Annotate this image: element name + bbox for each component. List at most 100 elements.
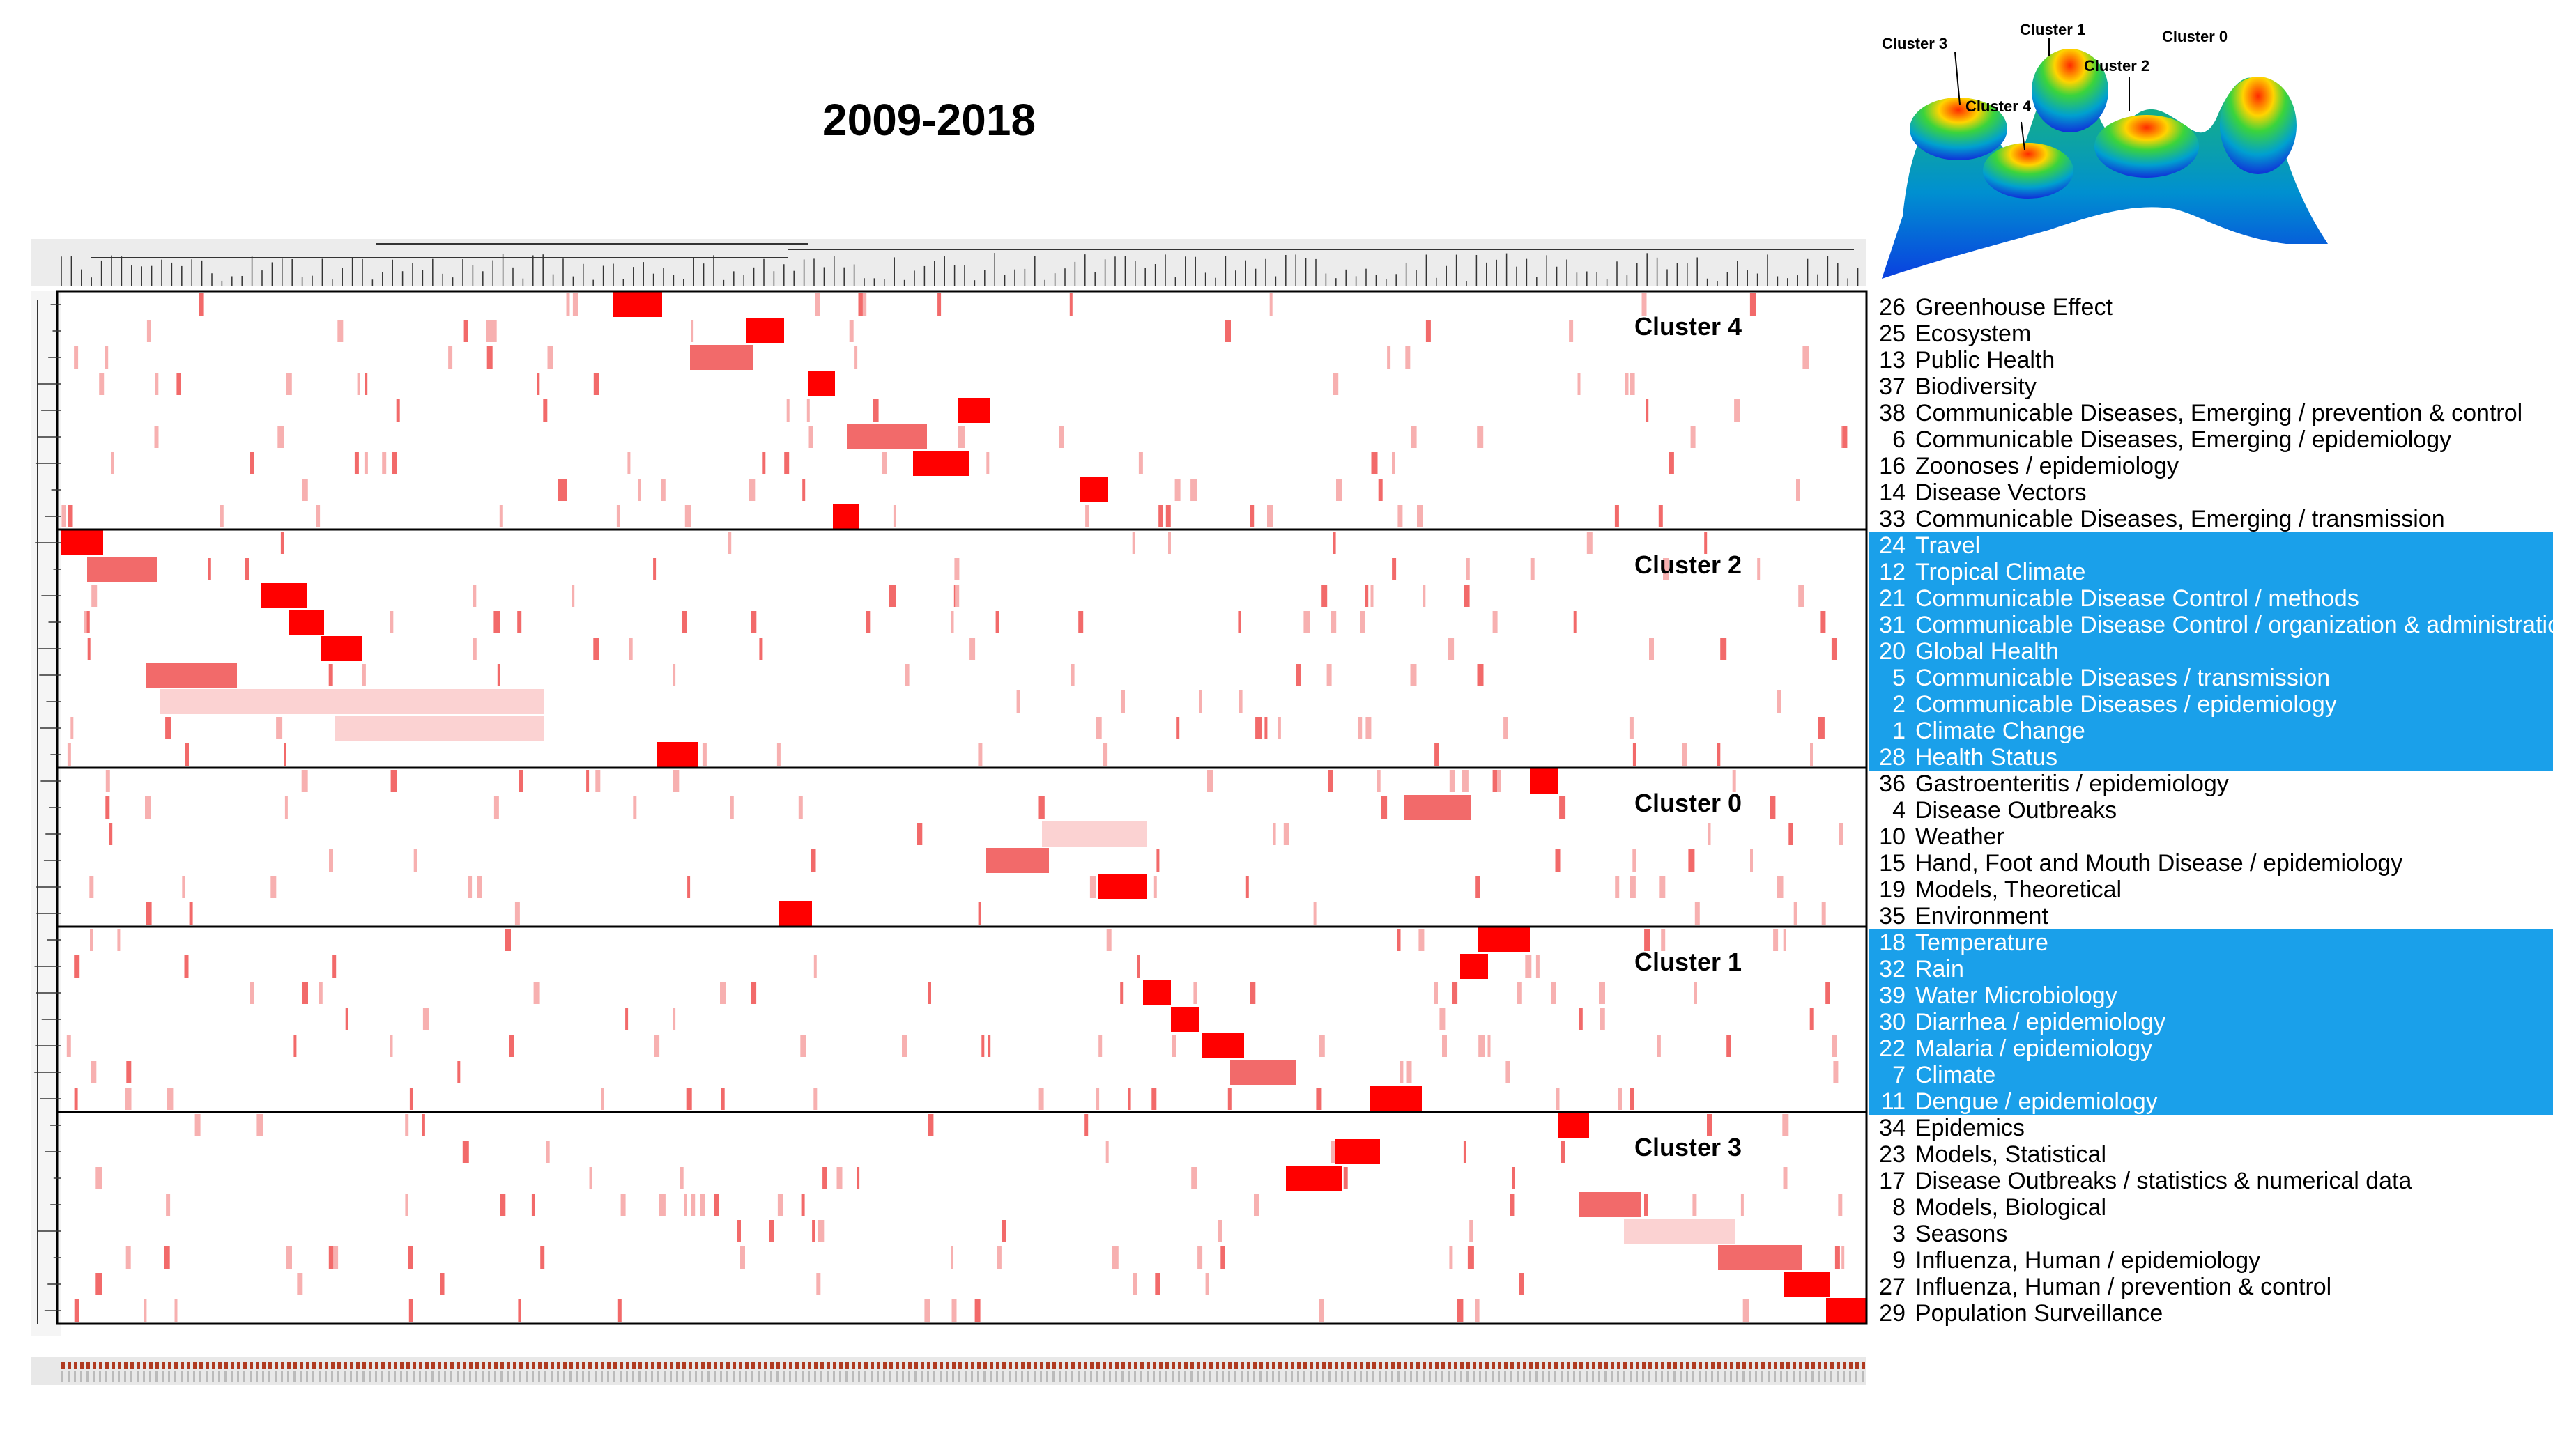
ruler-tick <box>1567 1362 1570 1369</box>
ruler-tick <box>381 1362 385 1369</box>
heat-block <box>1286 1166 1342 1191</box>
ruler-tick <box>350 1362 353 1369</box>
ruler-tick <box>1096 1362 1100 1369</box>
ruler-tick <box>1259 1362 1263 1369</box>
ruler-tick <box>174 1371 176 1382</box>
heat-tick <box>1750 849 1753 872</box>
ruler-tick <box>1793 1362 1796 1369</box>
heat-tick <box>1434 743 1439 766</box>
heat-tick <box>1397 929 1401 951</box>
heat-tick <box>1551 982 1556 1004</box>
ruler-tick <box>394 1362 397 1369</box>
ruler-tick <box>105 1362 109 1369</box>
ruler-tick <box>1786 1371 1788 1382</box>
term-number: 9 <box>1892 1247 1906 1274</box>
heat-tick <box>673 664 676 686</box>
heat-tick <box>245 558 249 580</box>
ruler-tick <box>1385 1362 1388 1369</box>
heat-tick <box>684 1194 687 1216</box>
heat-tick <box>995 611 999 633</box>
heat-tick <box>1449 1246 1453 1269</box>
term-number: 7 <box>1892 1062 1906 1088</box>
heat-block <box>833 504 859 529</box>
heat-tick <box>801 1194 805 1216</box>
ruler-tick <box>1272 1371 1274 1382</box>
ruler-tick <box>933 1371 935 1382</box>
ruler-tick <box>1134 1362 1137 1369</box>
heat-tick <box>811 849 816 872</box>
ruler-tick <box>940 1371 942 1382</box>
heat-tick <box>1278 717 1281 739</box>
ruler-tick <box>237 1371 239 1382</box>
heat-tick <box>1644 929 1650 951</box>
heat-tick <box>1463 1141 1466 1163</box>
heat-tick <box>408 1246 413 1269</box>
ruler-tick <box>1441 1371 1443 1382</box>
heat-tick <box>1641 293 1647 316</box>
ruler-tick <box>1573 1371 1575 1382</box>
heat-tick <box>682 611 687 633</box>
ruler-tick <box>864 1371 866 1382</box>
heat-tick <box>1245 876 1249 898</box>
ruler-tick <box>595 1371 597 1382</box>
heat-tick <box>1573 611 1577 633</box>
ruler-tick <box>1768 1362 1771 1369</box>
ruler-tick <box>1404 1362 1407 1369</box>
ruler-tick <box>1604 1362 1608 1369</box>
ruler-tick <box>130 1362 134 1369</box>
term-label: 13 Public Health <box>1869 347 2055 373</box>
ruler-tick <box>1768 1371 1770 1382</box>
ruler-tick <box>914 1371 917 1382</box>
ruler-tick <box>1742 1371 1745 1382</box>
heat-tick <box>1788 823 1793 845</box>
ruler-tick <box>563 1362 567 1369</box>
ruler-tick <box>977 1362 981 1369</box>
ruler-tick <box>300 1371 302 1382</box>
heat-tick <box>302 982 308 1004</box>
ruler-tick <box>149 1371 151 1382</box>
ruler-tick <box>1391 1362 1395 1369</box>
heat-tick <box>1694 902 1700 925</box>
ruler-tick <box>845 1371 848 1382</box>
ruler-tick <box>645 1371 647 1382</box>
term-label: 25 Ecosystem <box>1869 320 2031 347</box>
ruler-tick <box>1849 1362 1853 1369</box>
term-label: 21 Communicable Disease Control / methods <box>1869 585 2359 612</box>
heat-tick <box>473 585 477 607</box>
ruler-tick <box>1197 1362 1200 1369</box>
heat-tick <box>392 452 397 474</box>
heat-tick <box>700 1194 705 1216</box>
heat-tick <box>208 558 211 580</box>
ruler-tick <box>1153 1362 1156 1369</box>
ruler-tick <box>1630 1371 1632 1382</box>
ruler-tick <box>632 1371 634 1382</box>
heat-tick <box>1191 1167 1197 1189</box>
ruler-tick <box>1586 1362 1589 1369</box>
heat-tick <box>280 532 284 554</box>
ruler-tick <box>733 1362 736 1369</box>
ruler-tick <box>883 1371 885 1382</box>
term-label: 34 Epidemics <box>1869 1115 2025 1141</box>
heat-tick <box>396 399 400 422</box>
term-label: 28 Health Status <box>1869 744 2057 771</box>
heat-tick <box>105 346 109 369</box>
heat-tick <box>89 876 94 898</box>
heat-tick <box>1406 1061 1412 1083</box>
heat-tick <box>1378 479 1383 501</box>
ruler-tick <box>1278 1362 1282 1369</box>
ruler-tick <box>896 1362 899 1369</box>
heat-tick <box>1205 1273 1209 1295</box>
heat-tick <box>1207 770 1213 792</box>
heat-tick <box>505 929 511 951</box>
ruler-tick <box>638 1371 641 1382</box>
heat-tick <box>721 1088 725 1110</box>
term-label: 22 Malaria / epidemiology <box>1869 1035 2152 1062</box>
term-text: Population Surveillance <box>1915 1300 2163 1327</box>
ruler-tick <box>1115 1371 1117 1382</box>
heat-tick <box>1190 479 1197 501</box>
heat-block <box>87 557 157 582</box>
heat-tick <box>589 1167 592 1189</box>
ruler-tick <box>1178 1362 1181 1369</box>
ruler-tick <box>689 1362 692 1369</box>
ruler-tick <box>1749 1371 1751 1382</box>
